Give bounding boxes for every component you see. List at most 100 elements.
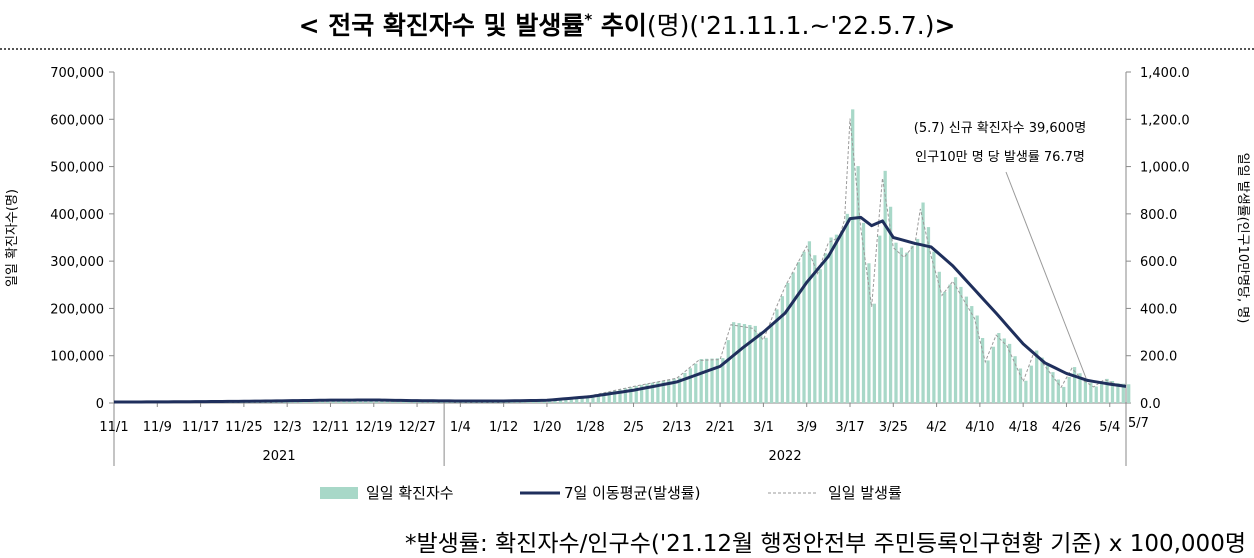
y-right-tick-label: 0.0 bbox=[1140, 397, 1161, 412]
bar-daily-cases bbox=[786, 282, 790, 403]
x-tick-label: 3/1 bbox=[753, 420, 774, 435]
x-tick-label: 3/9 bbox=[796, 420, 817, 435]
x-tick-label: 1/20 bbox=[532, 420, 561, 435]
x-tick-label: 3/17 bbox=[835, 420, 864, 435]
bar-daily-cases bbox=[580, 396, 584, 403]
year-label-2021: 2021 bbox=[263, 449, 296, 464]
bar-daily-cases bbox=[1062, 386, 1066, 403]
bar-series-daily-cases bbox=[115, 109, 1131, 404]
bar-daily-cases bbox=[943, 291, 947, 403]
bar-daily-cases bbox=[991, 346, 996, 403]
bar-daily-cases bbox=[726, 340, 730, 403]
x-tick-label: 1/28 bbox=[576, 420, 605, 435]
line-series-moving-average bbox=[113, 215, 1127, 404]
bar-daily-cases bbox=[959, 286, 963, 403]
y-right-tick-label: 400.0 bbox=[1140, 302, 1177, 317]
bar-daily-cases bbox=[899, 247, 904, 403]
bar-daily-cases bbox=[1067, 376, 1071, 403]
line-series-daily-rate bbox=[113, 118, 1127, 403]
bar-daily-cases bbox=[802, 251, 806, 403]
bar-daily-cases bbox=[710, 358, 714, 403]
x-tick-label: 3/25 bbox=[879, 420, 908, 435]
bar-daily-cases bbox=[824, 253, 828, 403]
bar-daily-cases bbox=[640, 384, 644, 403]
bar-daily-cases bbox=[1008, 343, 1012, 403]
y-left-tick-label: 200,000 bbox=[50, 302, 104, 317]
bar-daily-cases bbox=[1045, 364, 1050, 403]
bar-daily-cases bbox=[645, 383, 649, 403]
bar-daily-cases bbox=[872, 303, 876, 403]
covid-chart: 0 100,000 200,000 300,000 400,000 500,000 600,… bbox=[5, 66, 1250, 502]
bar-daily-cases bbox=[612, 390, 617, 403]
bar-daily-cases bbox=[926, 227, 931, 403]
bar-daily-cases bbox=[1051, 372, 1055, 403]
y-right-tick-label: 200.0 bbox=[1140, 350, 1177, 365]
y-left-tick-label: 500,000 bbox=[50, 161, 104, 176]
bar-daily-cases bbox=[921, 202, 925, 403]
bar-daily-cases bbox=[1056, 379, 1060, 403]
bar-daily-cases bbox=[937, 271, 941, 403]
y-left-tick-label: 100,000 bbox=[50, 350, 104, 365]
legend-label-ma: 7일 이동평균(발생률) bbox=[564, 484, 700, 502]
x-tick-label: 1/12 bbox=[489, 420, 518, 435]
bar-daily-cases bbox=[975, 315, 979, 403]
x-tick-label: 11/1 bbox=[99, 420, 128, 435]
bar-daily-cases bbox=[888, 206, 893, 403]
x-tick-label: 11/25 bbox=[225, 420, 262, 435]
bar-daily-cases bbox=[986, 360, 990, 403]
bar-daily-cases bbox=[840, 231, 844, 403]
bar-daily-cases bbox=[1029, 365, 1033, 403]
legend-label-bars: 일일 확진자수 bbox=[366, 484, 454, 502]
bar-daily-cases bbox=[688, 368, 692, 403]
bar-daily-cases bbox=[910, 245, 914, 403]
bar-daily-cases bbox=[1116, 383, 1120, 403]
bar-daily-cases bbox=[1072, 367, 1077, 403]
bar-daily-cases bbox=[980, 337, 985, 403]
bar-daily-cases bbox=[851, 109, 855, 404]
annotation-line-2: 인구10만 명 당 발생률 76.7명 bbox=[915, 150, 1085, 165]
bar-daily-cases bbox=[775, 309, 779, 403]
line-daily-rate bbox=[113, 118, 1127, 403]
bar-daily-cases bbox=[1078, 373, 1082, 403]
bar-daily-cases bbox=[569, 397, 573, 403]
y-left-axis-title: 일일 확진자수(명) bbox=[5, 189, 20, 287]
bar-daily-cases bbox=[677, 377, 682, 403]
bar-daily-cases bbox=[791, 272, 795, 403]
legend: 일일 확진자수 7일 이동평균(발생률) 일일 발생률 bbox=[320, 484, 902, 502]
bar-daily-cases bbox=[1040, 357, 1044, 403]
bar-daily-cases bbox=[1013, 356, 1017, 403]
bar-daily-cases bbox=[602, 393, 606, 403]
x-tick-label: 2/13 bbox=[662, 420, 691, 435]
bar-daily-cases bbox=[867, 263, 871, 403]
bar-daily-cases bbox=[916, 238, 920, 403]
bar-daily-cases bbox=[1127, 384, 1131, 403]
bar-daily-cases bbox=[737, 323, 741, 403]
chart-title: < 전국 확진자수 및 발생률* 추이(명)('21.11.1.~'22.5.7… bbox=[0, 6, 1254, 42]
legend-label-rate: 일일 발생률 bbox=[828, 484, 902, 502]
y-left-tick-label: 300,000 bbox=[50, 255, 104, 270]
y-right-tick-label: 1,200.0 bbox=[1140, 113, 1190, 128]
y-left-tick-label: 400,000 bbox=[50, 208, 104, 223]
bar-daily-cases bbox=[829, 237, 833, 403]
bar-daily-cases bbox=[715, 358, 720, 403]
bar-daily-cases bbox=[553, 399, 557, 403]
x-tick-label: 4/18 bbox=[1009, 420, 1038, 435]
x-tick-label: 12/19 bbox=[355, 420, 392, 435]
footnote: *발생률: 확진자수/인구수('21.12월 행정안전부 주민등록인구현황 기준… bbox=[404, 531, 1246, 557]
x-tick-label: 2/5 bbox=[623, 420, 644, 435]
y-right-tick-label: 1,000.0 bbox=[1140, 161, 1190, 176]
bar-daily-cases bbox=[845, 213, 849, 403]
y-right-tick-label: 800.0 bbox=[1140, 208, 1177, 223]
title-period: (명)('21.11.1.~'22.5.7.) bbox=[646, 11, 935, 40]
bar-daily-cases bbox=[813, 255, 817, 403]
y-left-tick-label: 600,000 bbox=[50, 113, 104, 128]
labels-layer: 0 100,000 200,000 300,000 400,000 500,000 600,… bbox=[5, 66, 1250, 464]
x-tick-label: 12/3 bbox=[273, 420, 302, 435]
y-left-tick-label: 0 bbox=[96, 397, 104, 412]
bar-daily-cases bbox=[564, 398, 568, 403]
bar-daily-cases bbox=[807, 241, 812, 403]
x-tick-label: 1/4 bbox=[450, 420, 471, 435]
title-main: < 전국 확진자수 및 발생률 bbox=[298, 11, 585, 40]
x-tick-label: 2/21 bbox=[706, 420, 735, 435]
x-tick-label: 12/27 bbox=[398, 420, 435, 435]
